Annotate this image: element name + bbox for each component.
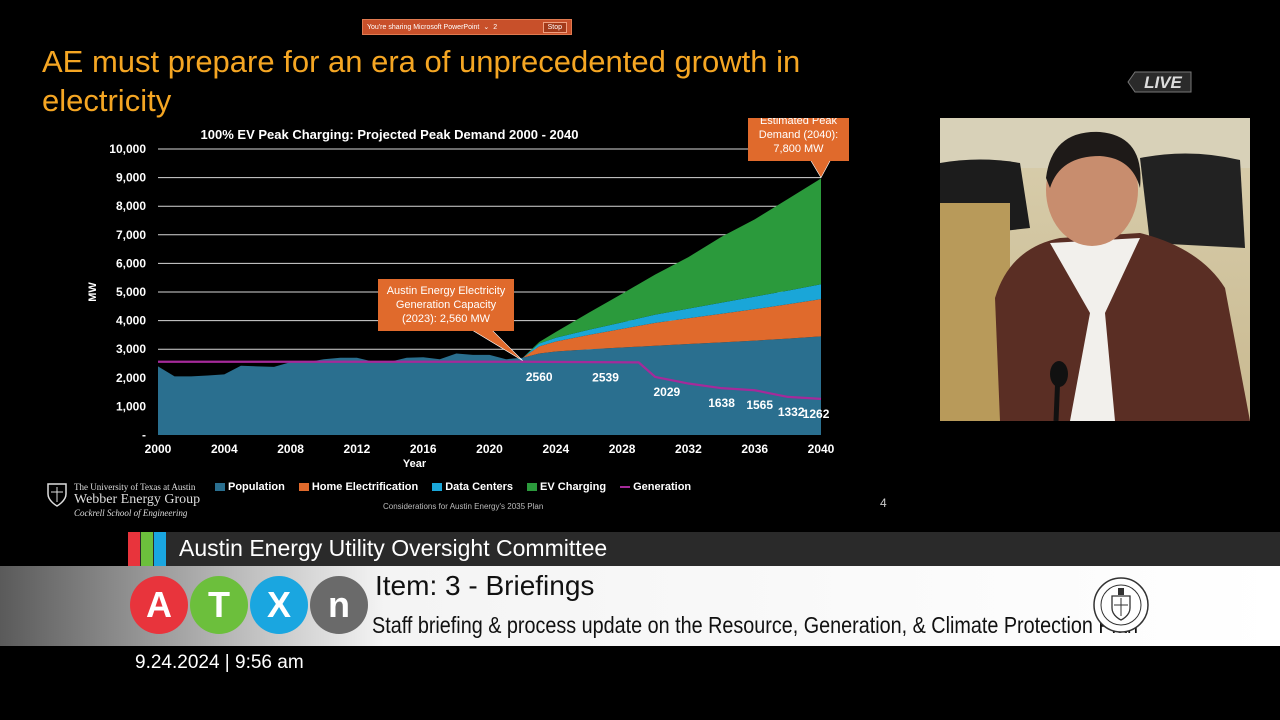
legend-swatch — [298, 483, 309, 491]
y-tick-label: 8,000 — [116, 199, 146, 213]
data-label: 2539 — [592, 370, 619, 384]
area-home-electrification — [522, 299, 821, 358]
stop-sharing-button[interactable]: Stop — [542, 21, 567, 33]
ut-logo-line2: Webber Energy Group — [74, 492, 201, 507]
data-label: 1565 — [746, 398, 773, 412]
x-tick-label: 2000 — [145, 442, 172, 456]
stripe-red — [128, 532, 140, 566]
y-tick-label: 3,000 — [116, 342, 146, 356]
annotation-text: Generation Capacity — [396, 299, 497, 311]
committee-stripes — [128, 532, 168, 566]
stop-label: Stop — [547, 23, 562, 31]
atxn-letter-a: A — [130, 576, 188, 634]
legend-label: Home Electrification — [311, 481, 419, 493]
data-label: 1262 — [803, 407, 830, 421]
data-label: 2029 — [654, 385, 681, 399]
x-tick-label: 2028 — [609, 442, 636, 456]
ut-webber-logo: The University of Texas at Austin Webber… — [46, 482, 200, 518]
x-tick-label: 2016 — [410, 442, 437, 456]
legend-item-ev-charging: EV Charging — [527, 481, 606, 493]
x-tick-label: 2024 — [542, 442, 569, 456]
legend-item-data-centers: Data Centers — [432, 481, 513, 493]
legend-label: Population — [228, 481, 285, 493]
share-status-text: You're sharing Microsoft PowerPoint — [367, 23, 480, 31]
item-description: Staff briefing & process update on the R… — [372, 612, 1139, 638]
annotation-text: Estimated Peak — [760, 118, 838, 127]
annotation-text: Austin Energy Electricity — [387, 285, 506, 297]
annotation-text: 7,800 MW — [773, 143, 824, 155]
y-tick-label: 5,000 — [116, 285, 146, 299]
speaker-video — [940, 118, 1250, 421]
legend-label: Data Centers — [445, 481, 514, 493]
legend-label: Generation — [633, 481, 692, 493]
legend-label: EV Charging — [540, 481, 607, 493]
broadcast-datetime: 9.24.2024 | 9:56 am — [135, 652, 304, 673]
x-tick-label: 2008 — [277, 442, 304, 456]
chevron-down-icon[interactable]: ⌄ — [483, 24, 490, 31]
y-tick-label: 1,000 — [116, 399, 146, 413]
legend-swatch — [215, 483, 225, 491]
x-tick-label: 2004 — [211, 442, 238, 456]
committee-bar: Austin Energy Utility Oversight Committe… — [128, 532, 1280, 566]
generation-line — [158, 360, 822, 401]
data-label: 2560 — [526, 370, 553, 384]
x-tick-label: 2036 — [741, 442, 768, 456]
x-tick-label: 2040 — [808, 442, 835, 456]
legend-swatch — [527, 483, 538, 491]
annotation-pointer — [809, 159, 832, 179]
y-tick-label: 4,000 — [116, 314, 146, 328]
ut-logo-line3: Cockrell School of Engineering — [74, 508, 188, 518]
slide-number: 4 — [880, 496, 887, 510]
y-tick-label: 2,000 — [116, 371, 146, 385]
peak-demand-chart: - 1,000 2,000 3,000 4,000 5,000 6,000 7,000 8,00… — [87, 118, 849, 470]
annotation-box-peak — [748, 118, 849, 161]
legend-swatch — [432, 483, 443, 491]
y-tick-label: 7,000 — [116, 228, 146, 242]
legend-item-home-electrification: Home Electrification — [298, 481, 419, 493]
data-label: 1332 — [778, 405, 805, 419]
city-seal-icon — [1093, 577, 1149, 633]
y-tick-label: - — [142, 428, 146, 442]
legend-item-population: Population — [215, 481, 285, 493]
screen-share-bar: You're sharing Microsoft PowerPoint ⌄ 2 … — [362, 19, 572, 35]
legend-item-generation: Generation — [620, 481, 691, 493]
atxn-letter-x: X — [250, 576, 308, 634]
ut-logo-line1: The University of Texas at Austin — [74, 482, 196, 492]
x-tick-label: 2020 — [476, 442, 503, 456]
committee-title: Austin Energy Utility Oversight Committe… — [179, 535, 608, 561]
stripe-green — [141, 532, 153, 566]
y-tick-label: 10,000 — [109, 142, 146, 156]
data-label: 1638 — [708, 396, 735, 410]
legend-swatch — [620, 486, 631, 488]
x-tick-label: 2032 — [675, 442, 702, 456]
chart-title: 100% EV Peak Charging: Projected Peak De… — [201, 127, 579, 142]
chart-legend: Population Home Electrification Data Cente… — [215, 481, 691, 493]
area-population — [158, 336, 821, 435]
y-axis-label: MW — [87, 282, 99, 302]
area-data-centers — [522, 284, 821, 358]
share-count: 2 — [493, 23, 498, 31]
live-badge: LIVE — [1127, 71, 1192, 93]
annotation-text: (2023): 2,560 MW — [402, 313, 491, 325]
annotation-box-capacity — [378, 279, 514, 331]
x-tick-label: 2012 — [344, 442, 371, 456]
area-ev-charging — [522, 178, 821, 358]
atxn-letter-t: T — [190, 576, 248, 634]
ut-shield-icon — [47, 483, 67, 507]
atxn-letter-n: n — [310, 576, 368, 634]
slide-footer: Considerations for Austin Energy's 2035 … — [383, 502, 544, 511]
slide-title: AE must prepare for an era of unpreceden… — [42, 44, 801, 118]
y-tick-label: 6,000 — [116, 256, 146, 270]
stripe-blue — [154, 532, 166, 566]
item-title: Item: 3 - Briefings — [375, 570, 595, 601]
annotation-text: Demand (2040): — [759, 129, 839, 141]
live-label: LIVE — [1144, 73, 1182, 92]
y-tick-label: 9,000 — [116, 171, 146, 185]
x-axis-label: Year — [403, 458, 427, 470]
